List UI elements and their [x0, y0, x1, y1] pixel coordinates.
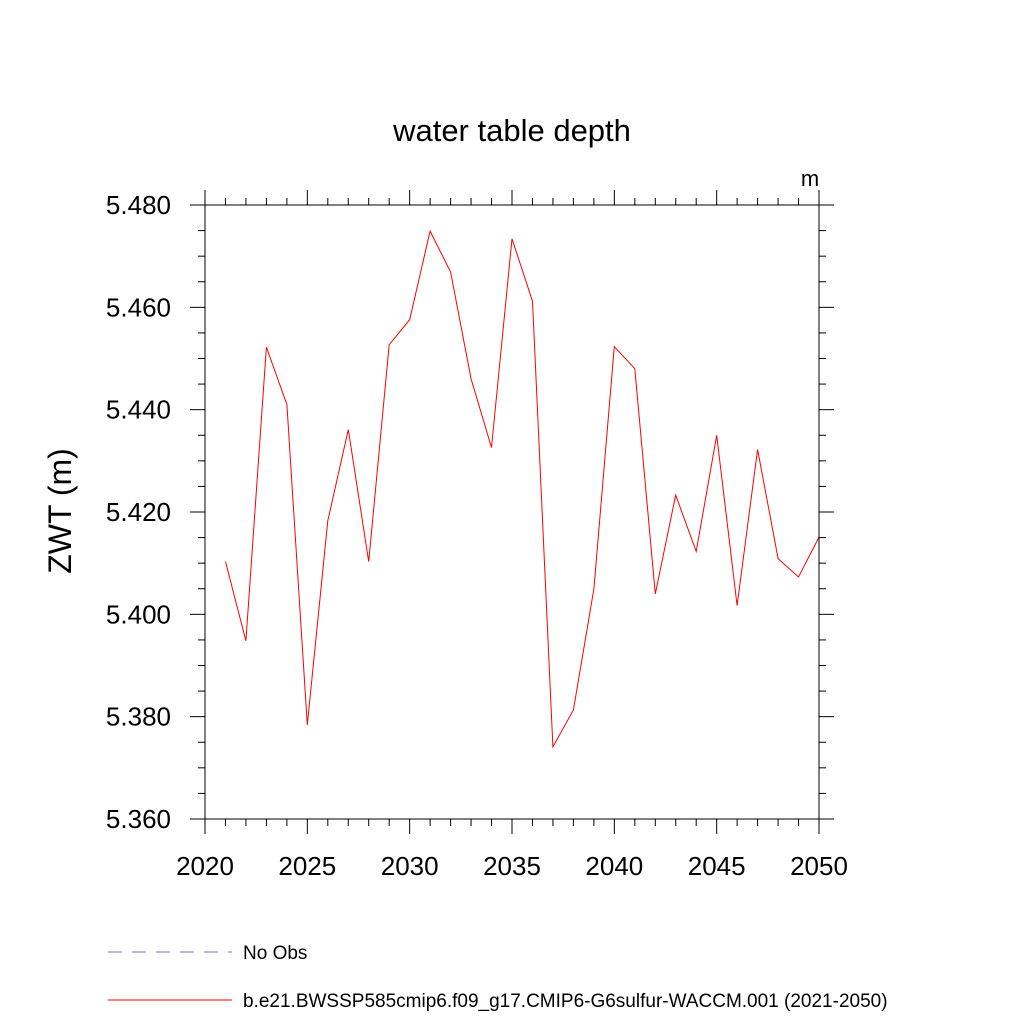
- x-tick-label: 2045: [688, 851, 746, 881]
- y-tick-label: 5.380: [106, 702, 171, 732]
- series-line: [225, 229, 820, 749]
- y-tick-label: 5.440: [106, 395, 171, 425]
- y-axis-label: ZWT (m): [42, 448, 78, 574]
- y-tick-label: 5.400: [106, 599, 171, 629]
- x-tick-label: 2020: [176, 851, 234, 881]
- axis-ticks: [190, 190, 834, 834]
- x-tick-label: 2040: [585, 851, 643, 881]
- legend-label: b.e21.BWSSP585cmip6.f09_g17.CMIP6-G6sulf…: [243, 991, 888, 1012]
- series-group: [225, 229, 820, 749]
- x-tick-label: 2025: [278, 851, 336, 881]
- legend-label: No Obs: [243, 943, 307, 964]
- chart-title: water table depth: [392, 113, 631, 148]
- tick-labels: 2020 2025 2030 2035 2040 2045 2050 5.360 5.380 5.…: [106, 190, 848, 881]
- y-tick-label: 5.460: [106, 292, 171, 322]
- y-tick-label: 5.360: [106, 804, 171, 834]
- x-tick-label: 2030: [381, 851, 439, 881]
- y-tick-label: 5.480: [106, 190, 171, 220]
- x-tick-label: 2050: [790, 851, 848, 881]
- units-label: m: [801, 166, 819, 191]
- y-tick-label: 5.420: [106, 497, 171, 527]
- plot-frame: [204, 204, 820, 820]
- legend: No Obs b.e21.BWSSP585cmip6.f09_g17.CMIP6-…: [108, 943, 888, 1012]
- x-tick-label: 2035: [483, 851, 541, 881]
